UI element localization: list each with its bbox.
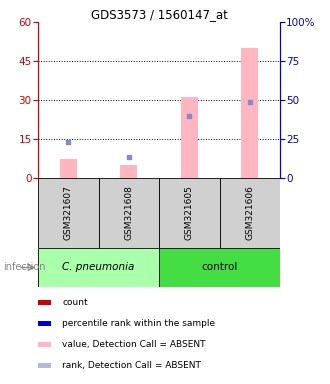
Text: percentile rank within the sample: percentile rank within the sample bbox=[62, 319, 215, 328]
Text: control: control bbox=[201, 263, 238, 273]
Bar bbox=[120, 165, 137, 178]
Bar bbox=[38, 321, 51, 326]
Bar bbox=[241, 48, 258, 178]
Bar bbox=[38, 300, 51, 305]
Text: GSM321606: GSM321606 bbox=[245, 185, 254, 240]
Text: count: count bbox=[62, 298, 88, 307]
Text: infection: infection bbox=[3, 263, 46, 273]
Text: C. pneumonia: C. pneumonia bbox=[62, 263, 135, 273]
Bar bbox=[159, 248, 280, 287]
Point bbox=[247, 98, 252, 104]
Bar bbox=[181, 98, 198, 178]
Bar bbox=[38, 342, 51, 347]
Text: GSM321607: GSM321607 bbox=[64, 185, 73, 240]
Point bbox=[126, 154, 131, 160]
Bar bbox=[38, 248, 159, 287]
Bar bbox=[98, 178, 159, 248]
Text: GSM321608: GSM321608 bbox=[124, 185, 133, 240]
Bar bbox=[159, 178, 219, 248]
Point bbox=[66, 139, 71, 145]
Point bbox=[186, 113, 192, 119]
Bar bbox=[60, 159, 77, 178]
Bar bbox=[38, 363, 51, 368]
Text: rank, Detection Call = ABSENT: rank, Detection Call = ABSENT bbox=[62, 361, 201, 370]
Bar bbox=[219, 178, 280, 248]
Text: value, Detection Call = ABSENT: value, Detection Call = ABSENT bbox=[62, 340, 206, 349]
Text: GSM321605: GSM321605 bbox=[185, 185, 194, 240]
Title: GDS3573 / 1560147_at: GDS3573 / 1560147_at bbox=[90, 8, 227, 21]
Bar bbox=[38, 178, 98, 248]
